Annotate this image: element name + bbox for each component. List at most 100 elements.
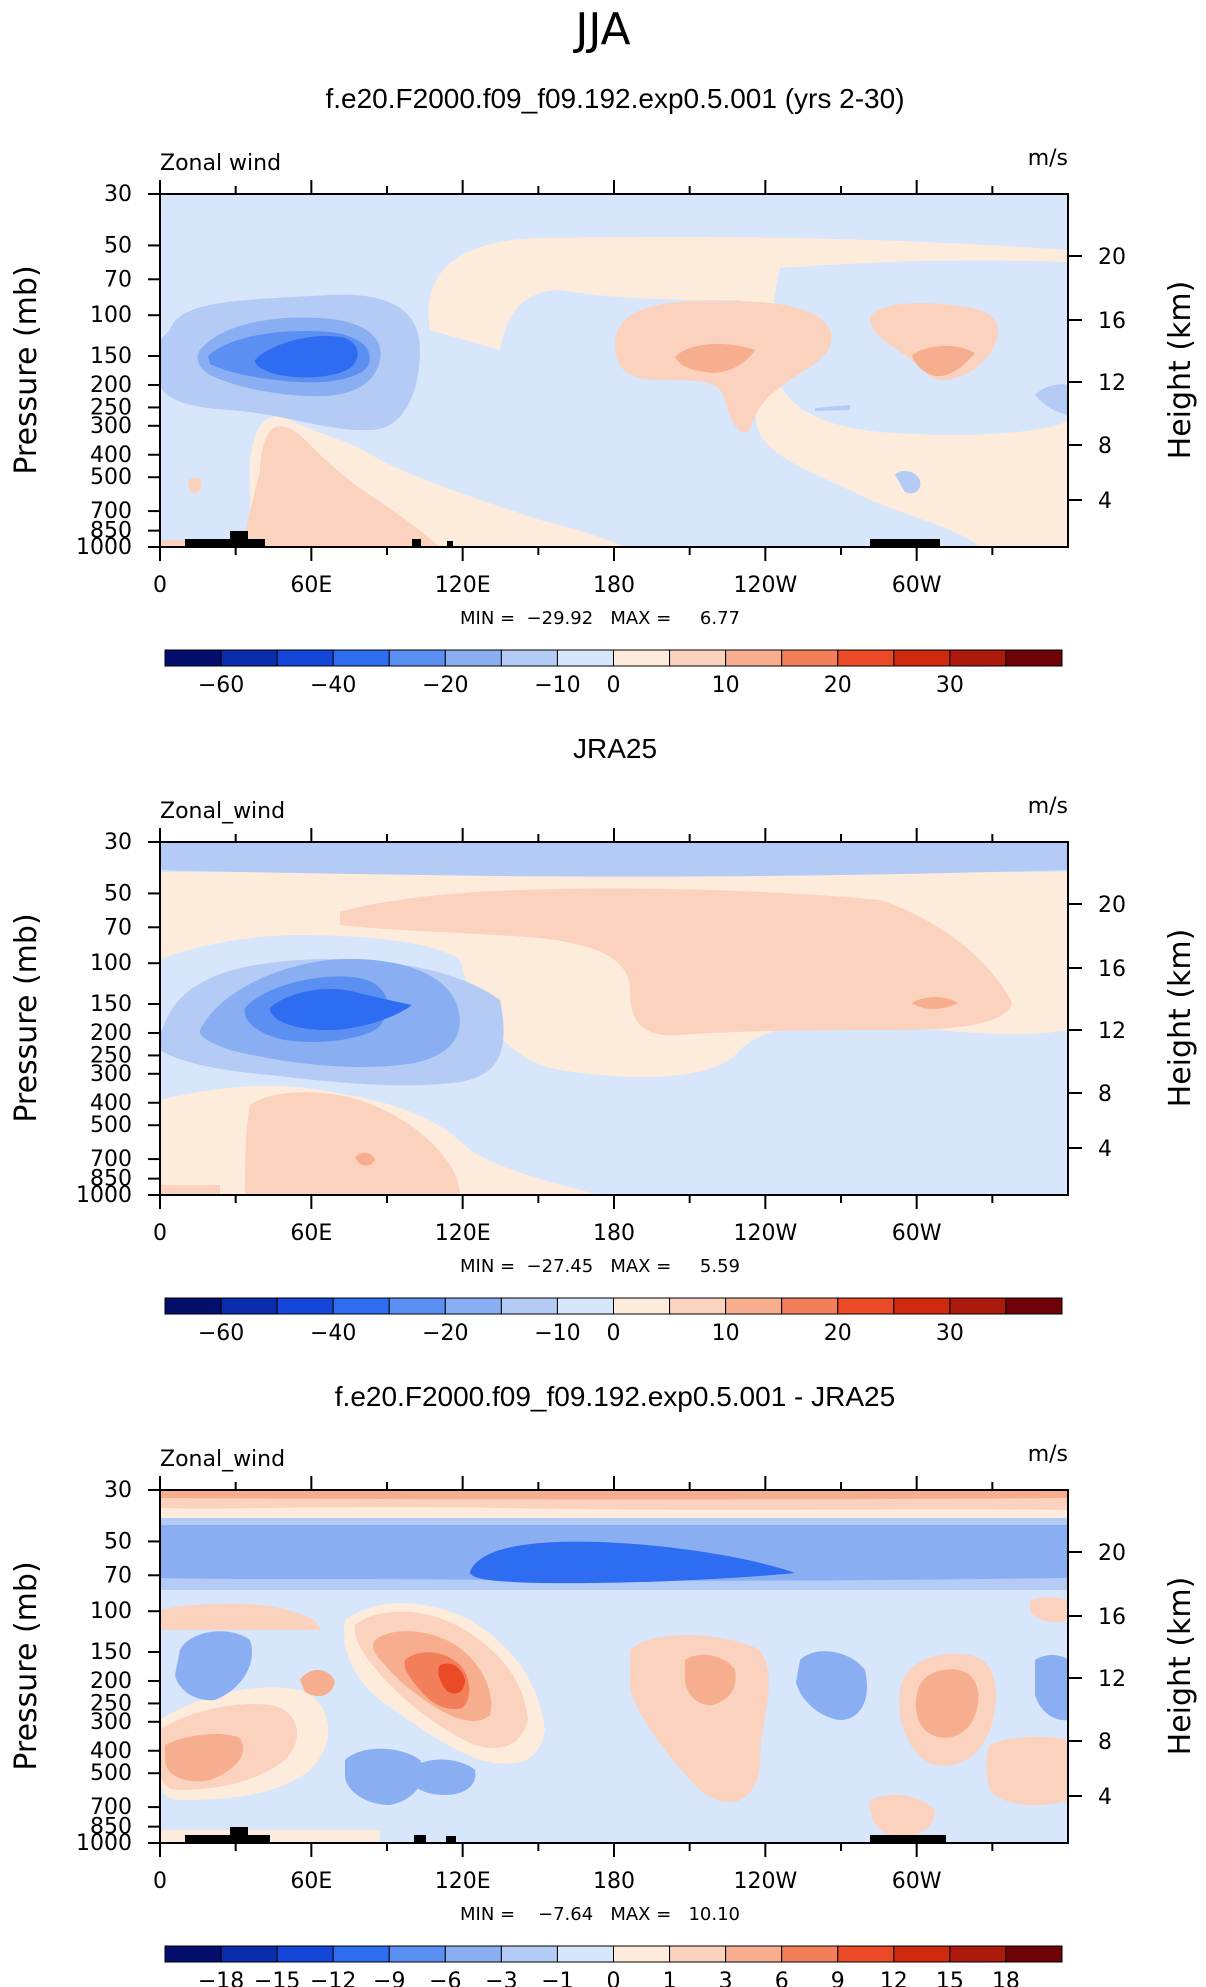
height-tick-label: 12: [1098, 371, 1126, 396]
y-tick-label: 1000: [76, 1831, 132, 1856]
y-tick-label: 150: [90, 992, 132, 1017]
height-tick-label: 4: [1098, 1137, 1112, 1162]
y-tick-label: 30: [104, 830, 132, 855]
x-tick-label: 180: [593, 1221, 635, 1246]
contour-moderate-positive: [912, 997, 958, 1010]
colorbar-label: 12: [880, 1969, 908, 1987]
contour-weak-positive: [340, 888, 1012, 1036]
colorbar-label: 0: [607, 673, 621, 698]
colorbar-label: 6: [775, 1969, 789, 1987]
y2-axis-label: Height (km): [1163, 281, 1198, 460]
colorbar-swatch: [837, 1297, 895, 1315]
colorbar-swatch: [781, 1945, 839, 1963]
colorbar-swatch: [781, 649, 839, 667]
contour-moderate-negative: [1035, 1655, 1068, 1721]
colorbar-label: 0: [607, 1969, 621, 1987]
panel-reanalysis: JRA25 Zonal_wind m/s 0 60E 120E 180 120W 60W 3…: [9, 733, 1198, 1346]
contour-field: [160, 1490, 1068, 1843]
y-tick-label: 400: [90, 1091, 132, 1116]
colorbar-label: −40: [310, 673, 356, 698]
contour-weak-positive: [188, 477, 202, 494]
y-tick-label: 1000: [76, 535, 132, 560]
y2-axis-label: Height (km): [1163, 929, 1198, 1108]
contour-moderate-negative: [345, 1748, 424, 1805]
contour-field: [160, 842, 1068, 1195]
contour-moderate-negative: [796, 1651, 868, 1720]
colorbar-label: −20: [422, 673, 468, 698]
colorbar-swatch: [893, 649, 951, 667]
y-tick-label: 700: [90, 1795, 132, 1820]
colorbar-label: 30: [936, 673, 964, 698]
contour-weak-positive: [869, 1794, 935, 1837]
colorbar-swatch: [444, 1297, 502, 1315]
contour-strong-negative: [470, 1541, 795, 1584]
colorbar-label: −10: [534, 1321, 580, 1346]
contour-max-negative: [254, 336, 358, 378]
colorbar-label: −40: [310, 1321, 356, 1346]
x-tick-label: 0: [153, 573, 167, 598]
colorbar-swatch: [949, 649, 1007, 667]
y-tick-label: 150: [90, 1640, 132, 1665]
colorbar-swatch: [556, 1945, 614, 1963]
colorbar: −60 −40 −20 −10 0 10 20 30: [164, 1297, 1063, 1346]
y2-axis-label: Height (km): [1163, 1577, 1198, 1756]
height-tick-label: 12: [1098, 1019, 1126, 1044]
colorbar: −18 −15 −12 −9 −6 −3 −1 0 1 3 6 9 12 15 18: [164, 1945, 1063, 1987]
colorbar-swatch: [1005, 649, 1063, 667]
contour-weak-negative: [895, 470, 921, 494]
colorbar-label: −60: [198, 673, 244, 698]
height-tick-label: 4: [1098, 489, 1112, 514]
y-tick-label: 300: [90, 1062, 132, 1087]
contour-moderate-positive: [675, 343, 755, 373]
y-tick-label: 150: [90, 344, 132, 369]
colorbar-label: 20: [824, 1321, 852, 1346]
x-tick-label: 0: [153, 1869, 167, 1894]
y-tick-label: 250: [90, 1043, 132, 1068]
y-tick-label: 200: [90, 373, 132, 398]
colorbar-swatch: [837, 649, 895, 667]
colorbar-swatch: [332, 1945, 390, 1963]
units-label: m/s: [1028, 794, 1068, 819]
contour-positive-band: [428, 237, 1068, 547]
height-tick-label: 20: [1098, 245, 1126, 270]
colorbar-swatch: [613, 1945, 671, 1963]
x-tick-label: 120E: [435, 573, 491, 598]
colorbar-swatch: [949, 1945, 1007, 1963]
contour-weak-positive: [245, 1092, 460, 1195]
colorbar-swatch: [669, 649, 727, 667]
contour-weak-positive: [1030, 1597, 1068, 1623]
y-axis-label: Pressure (mb): [9, 1561, 44, 1770]
x-tick-label: 120E: [435, 1869, 491, 1894]
variable-label: Zonal wind: [160, 151, 281, 176]
colorbar-label: −60: [198, 1321, 244, 1346]
y-tick-label: 250: [90, 1691, 132, 1716]
x-tick-label: 60E: [290, 1221, 332, 1246]
colorbar-swatch: [220, 1297, 278, 1315]
colorbar-swatch: [276, 649, 334, 667]
y-tick-label: 300: [90, 1710, 132, 1735]
colorbar-swatch: [725, 649, 783, 667]
contour-moderate-positive: [915, 1669, 979, 1738]
colorbar-swatch: [220, 649, 278, 667]
height-tick-label: 8: [1098, 434, 1112, 459]
colorbar-label: −12: [310, 1969, 356, 1987]
season-title: JJA: [572, 4, 630, 55]
colorbar-swatch: [837, 1945, 895, 1963]
colorbar: −60 −40 −20 −10 0 10 20 30: [164, 649, 1063, 698]
height-tick-label: 20: [1098, 893, 1126, 918]
colorbar-swatch: [1005, 1945, 1063, 1963]
x-tick-label: 120W: [733, 1221, 797, 1246]
colorbar-swatch: [725, 1945, 783, 1963]
colorbar-label: 30: [936, 1321, 964, 1346]
colorbar-label: 0: [607, 1321, 621, 1346]
colorbar-swatch: [725, 1297, 783, 1315]
x-tick-label: 120E: [435, 1221, 491, 1246]
y-tick-label: 70: [104, 915, 132, 940]
y-tick-label: 850: [90, 1167, 132, 1192]
contour-max-negative: [270, 988, 412, 1031]
contour-weak-negative: [160, 842, 1068, 877]
